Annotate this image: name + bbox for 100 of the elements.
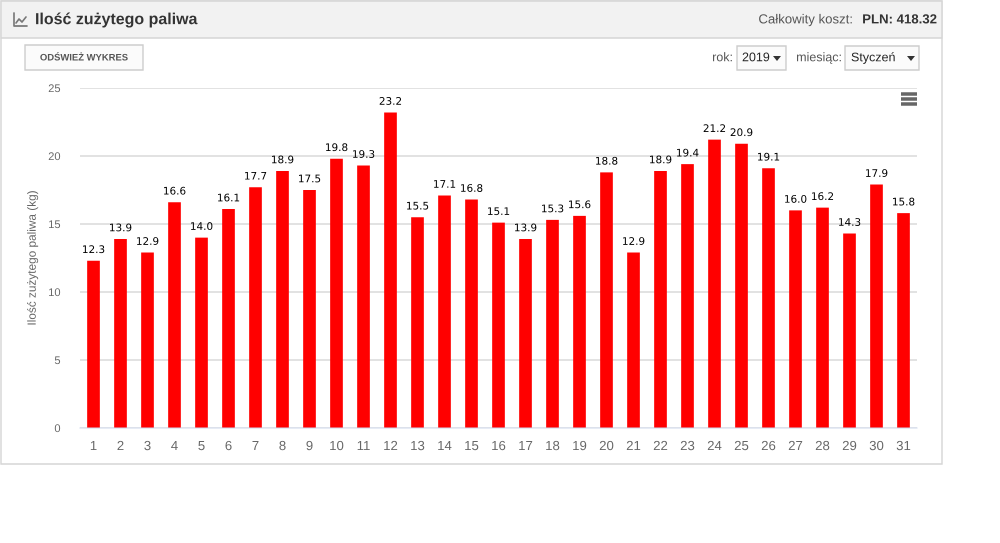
- bar: [762, 168, 775, 428]
- bar: [222, 209, 235, 428]
- x-tick-label: 9: [306, 440, 313, 450]
- data-label: 13.9: [515, 224, 536, 232]
- x-tick-label: 11: [358, 440, 370, 450]
- x-tick-label: 26: [762, 440, 776, 450]
- data-label: 15.3: [542, 204, 564, 212]
- bar: [276, 170, 289, 428]
- text: PLN: 418.32: [863, 14, 936, 24]
- data-label: 16.8: [461, 184, 482, 192]
- bar: [708, 140, 721, 428]
- data-label: 18.9: [650, 156, 672, 164]
- text: ODŚWIEŻ WYKRES: [40, 52, 128, 61]
- x-tick-label: 12: [384, 440, 398, 450]
- data-label: 20.9: [730, 128, 752, 136]
- data-label: 12.9: [623, 237, 644, 245]
- bar: [114, 238, 127, 428]
- data-label: 17.7: [245, 172, 266, 180]
- x-tick-label: 5: [198, 440, 205, 450]
- y-tick-label: 25: [48, 84, 60, 92]
- data-label: 19.8: [326, 143, 348, 152]
- data-label: 16.1: [218, 194, 240, 202]
- bar: [303, 190, 316, 428]
- x-tick-label: 28: [816, 440, 830, 450]
- bar: [141, 252, 154, 428]
- data-label: 17.1: [434, 180, 456, 188]
- bar: [654, 170, 667, 428]
- x-tick-label: 22: [654, 440, 668, 450]
- text: rok:: [712, 52, 732, 62]
- text: Całkowity koszt:: [759, 14, 852, 26]
- x-tick-label: 3: [144, 440, 151, 450]
- x-tick-label: 15: [465, 440, 478, 450]
- data-label: 19.4: [677, 148, 699, 157]
- x-tick-label: 1: [90, 440, 97, 450]
- x-tick-label: 4: [171, 440, 178, 450]
- bar: [843, 234, 856, 428]
- data-label: 17.9: [866, 169, 888, 177]
- bar: [627, 252, 640, 428]
- bar: [492, 222, 505, 428]
- data-label: 17.5: [299, 174, 320, 182]
- x-tick-label: 24: [708, 440, 722, 450]
- bar: [195, 238, 208, 428]
- bar: [330, 158, 343, 428]
- data-label: 15.6: [569, 200, 590, 208]
- bar: [465, 200, 478, 428]
- x-tick-label: 18: [546, 440, 560, 450]
- bar: [573, 216, 586, 428]
- x-tick-label: 2: [117, 440, 124, 450]
- bar: [357, 166, 370, 428]
- data-label: 19.1: [758, 152, 780, 161]
- y-axis-title: Ilość zużytego paliwa (kg): [27, 191, 38, 324]
- bar: [870, 184, 883, 428]
- x-tick-label: 10: [330, 440, 344, 450]
- bar: [816, 208, 829, 428]
- y-tick-label: 0: [54, 424, 60, 432]
- data-label: 18.8: [596, 156, 618, 165]
- bar: [411, 217, 424, 428]
- y-tick-label: 20: [48, 152, 60, 160]
- x-tick-label: 16: [492, 440, 506, 450]
- x-tick-label: 30: [870, 440, 884, 450]
- y-tick-label: 5: [54, 356, 60, 364]
- data-label: 15.1: [488, 207, 510, 216]
- x-tick-label: 14: [438, 440, 452, 450]
- x-tick-label: 8: [279, 440, 286, 450]
- x-tick-label: 21: [626, 440, 640, 450]
- data-label: 12.9: [137, 237, 158, 245]
- bar: [681, 164, 694, 428]
- bar: [384, 112, 397, 428]
- data-label: 15.5: [407, 202, 428, 210]
- data-label: 15.8: [893, 198, 914, 206]
- text: miesiąc:: [796, 52, 841, 64]
- data-label: 13.9: [110, 224, 132, 232]
- data-label: 14.3: [839, 218, 860, 226]
- data-label: 18.9: [272, 156, 294, 164]
- x-tick-label: 17: [519, 440, 532, 450]
- bar: [87, 260, 100, 428]
- bar: [438, 195, 451, 428]
- bar: [600, 172, 613, 428]
- x-tick-label: 29: [842, 440, 856, 450]
- x-tick-label: 7: [252, 440, 259, 450]
- bar: [249, 187, 262, 428]
- x-tick-label: 19: [573, 440, 586, 450]
- x-tick-label: 31: [896, 440, 910, 450]
- data-label: 16.6: [164, 186, 186, 195]
- x-tick-label: 23: [680, 440, 694, 450]
- text: 2019: [742, 52, 770, 62]
- bar: [546, 220, 559, 428]
- x-tick-label: 13: [411, 440, 424, 450]
- data-label: 16.2: [812, 192, 834, 200]
- bar: [789, 210, 802, 428]
- bar: [735, 144, 748, 428]
- data-label: 14.0: [191, 222, 212, 230]
- data-label: 19.3: [353, 150, 374, 158]
- bar: [168, 202, 181, 428]
- y-tick-label: 10: [49, 288, 60, 296]
- x-tick-label: 25: [734, 440, 748, 450]
- data-label: 16.0: [785, 194, 806, 203]
- data-label: 21.2: [704, 124, 726, 132]
- text: Styczeń: [852, 52, 895, 64]
- x-tick-label: 27: [788, 440, 802, 450]
